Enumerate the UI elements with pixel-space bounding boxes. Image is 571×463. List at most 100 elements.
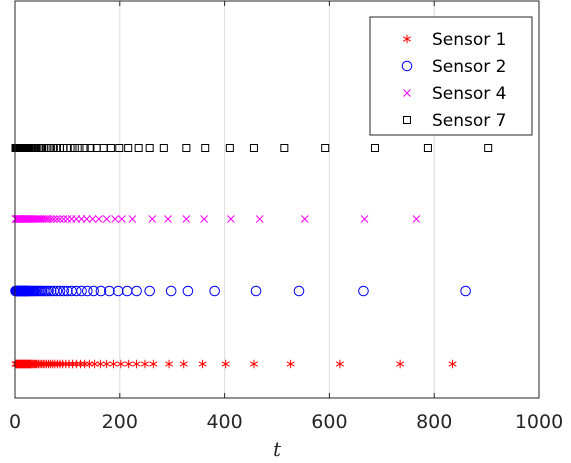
data-point (128, 215, 137, 223)
data-point (76, 285, 87, 297)
data-point (82, 285, 93, 297)
x-tick-label: 200 (102, 411, 138, 433)
data-point (109, 359, 118, 369)
data-point (423, 144, 432, 152)
series-sensor-7 (11, 144, 493, 152)
data-point (106, 144, 115, 152)
data-point (370, 144, 379, 152)
data-point (321, 144, 330, 152)
legend-marker (401, 60, 413, 72)
legend-marker (403, 116, 411, 124)
legend-label: Sensor 4 (432, 84, 507, 104)
data-point (448, 359, 457, 369)
data-point (396, 359, 405, 369)
data-point (70, 144, 79, 152)
legend-label: Sensor 2 (432, 57, 507, 77)
legend-label: Sensor 1 (432, 30, 507, 50)
data-point (280, 144, 289, 152)
data-point (115, 144, 124, 152)
data-point (144, 285, 155, 297)
data-point (249, 359, 258, 369)
data-point (131, 285, 142, 297)
legend-item: Sensor 2 (401, 57, 507, 77)
data-point (209, 285, 220, 297)
data-point (249, 144, 258, 152)
data-point (80, 144, 89, 152)
data-point (148, 215, 157, 223)
data-point (412, 215, 421, 223)
data-point (360, 215, 369, 223)
data-point (53, 215, 61, 223)
data-point (221, 359, 230, 369)
data-point (200, 215, 209, 223)
legend-marker (403, 89, 411, 97)
data-point (59, 215, 68, 223)
data-point (43, 285, 54, 297)
data-point (124, 359, 133, 369)
data-point (149, 359, 158, 369)
data-point (182, 285, 194, 297)
data-point (58, 285, 70, 297)
data-point (56, 215, 64, 223)
data-point (62, 285, 73, 297)
data-point (182, 215, 191, 223)
data-point (116, 359, 125, 369)
data-point (201, 144, 210, 152)
data-point (102, 215, 111, 223)
data-point (134, 144, 143, 152)
data-point (140, 359, 150, 369)
data-point (36, 215, 45, 223)
data-point (82, 215, 91, 223)
data-point (61, 359, 70, 369)
data-point (45, 285, 57, 297)
series-sensor-2 (10, 285, 471, 297)
legend-entries: Sensor 1 Sensor 2 Sensor 4 Sensor 7 (401, 30, 507, 131)
legend-label: Sensor 7 (432, 111, 507, 131)
data-point (358, 285, 369, 297)
data-point (484, 144, 493, 152)
data-point (104, 285, 115, 297)
data-point (132, 359, 141, 369)
x-axis-ticks: 0 200 400 600 800 1000 (9, 1, 563, 433)
data-point (86, 144, 95, 152)
x-axis-label: t (273, 437, 282, 461)
data-point (118, 215, 126, 223)
legend: Sensor 1 Sensor 2 Sensor 4 Sensor 7 (369, 16, 533, 136)
legend-item: Sensor 1 (402, 30, 507, 50)
data-point (88, 285, 99, 297)
data-point (64, 359, 74, 369)
data-point (88, 215, 97, 223)
data-point (145, 144, 154, 152)
data-point (250, 285, 262, 297)
data-point (58, 359, 67, 369)
data-point (300, 215, 309, 223)
data-point (164, 215, 172, 223)
legend-marker (402, 34, 412, 44)
data-point (165, 285, 177, 297)
data-point (96, 359, 105, 369)
data-point (182, 144, 191, 152)
legend-item: Sensor 4 (403, 84, 507, 104)
data-point (460, 285, 471, 297)
data-point (159, 144, 168, 152)
data-point (124, 144, 133, 152)
data-point (54, 285, 66, 297)
x-tick-label: 1000 (515, 411, 563, 433)
legend-item: Sensor 7 (403, 111, 507, 131)
series-sensor-1 (11, 359, 457, 369)
x-tick-label: 0 (9, 411, 21, 433)
data-point (198, 359, 207, 369)
data-point (112, 285, 124, 297)
x-tick-label: 400 (206, 411, 242, 433)
data-point (49, 215, 58, 223)
data-point (47, 215, 56, 223)
plot-frame (14, 0, 540, 399)
data-point (71, 285, 82, 297)
data-point (225, 144, 234, 152)
data-point (293, 285, 305, 297)
data-point (286, 359, 295, 369)
data-point (75, 144, 84, 152)
data-point (94, 215, 103, 223)
data-marks (10, 144, 493, 369)
